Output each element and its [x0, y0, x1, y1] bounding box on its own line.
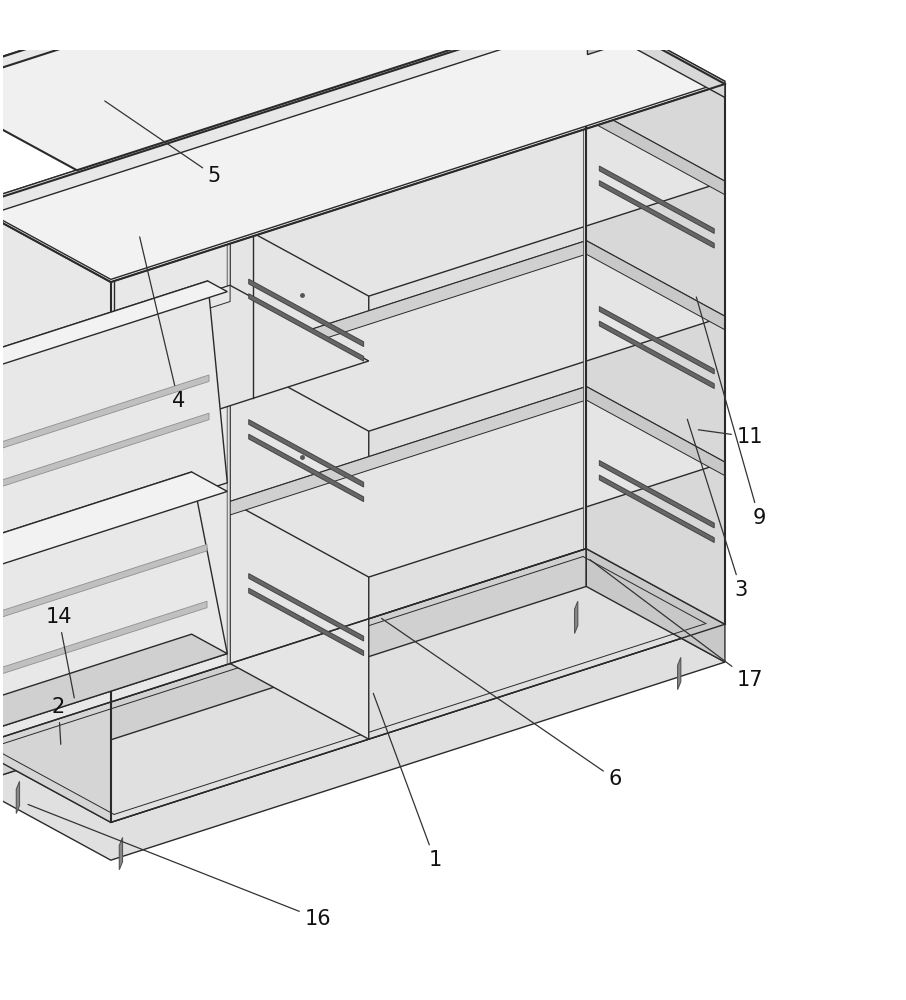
Polygon shape [583, 8, 586, 550]
Polygon shape [230, 123, 369, 739]
Polygon shape [0, 544, 207, 626]
Polygon shape [230, 106, 725, 296]
Polygon shape [600, 181, 714, 248]
Text: 13: 13 [0, 999, 1, 1000]
Polygon shape [0, 0, 744, 170]
Polygon shape [0, 281, 227, 374]
Polygon shape [111, 84, 725, 822]
Polygon shape [0, 123, 230, 747]
Polygon shape [0, 472, 227, 574]
Polygon shape [586, 106, 725, 195]
Text: 6: 6 [381, 618, 622, 789]
Polygon shape [227, 123, 230, 664]
Polygon shape [586, 387, 725, 476]
Polygon shape [249, 574, 363, 641]
Text: 21: 21 [0, 999, 1, 1000]
Polygon shape [249, 420, 363, 487]
Polygon shape [230, 387, 586, 515]
Text: 31: 31 [0, 999, 1, 1000]
Text: 1: 1 [373, 693, 441, 870]
Polygon shape [574, 601, 578, 633]
Polygon shape [120, 837, 122, 870]
Polygon shape [0, 6, 586, 220]
Text: 16: 16 [28, 804, 332, 929]
Polygon shape [0, 472, 227, 736]
Polygon shape [0, 0, 585, 95]
Polygon shape [0, 601, 207, 683]
Polygon shape [0, 634, 227, 736]
Polygon shape [587, 27, 627, 44]
Text: 9: 9 [697, 297, 766, 528]
Text: 11: 11 [699, 427, 764, 447]
Polygon shape [0, 6, 725, 279]
Polygon shape [587, 27, 607, 55]
Polygon shape [0, 206, 111, 822]
Polygon shape [0, 285, 230, 385]
Polygon shape [586, 241, 725, 330]
Polygon shape [16, 781, 20, 814]
Text: 17: 17 [590, 560, 764, 690]
Polygon shape [0, 281, 227, 565]
Polygon shape [600, 321, 714, 389]
Polygon shape [0, 375, 209, 457]
Polygon shape [230, 241, 725, 431]
Polygon shape [0, 549, 586, 785]
Polygon shape [586, 8, 725, 624]
Text: 4: 4 [140, 237, 185, 411]
Polygon shape [0, 549, 725, 822]
Polygon shape [249, 434, 363, 502]
Text: 2: 2 [52, 697, 65, 744]
Polygon shape [0, 8, 725, 282]
Polygon shape [249, 279, 363, 347]
Text: 3: 3 [688, 419, 747, 600]
Text: 12: 12 [0, 999, 1, 1000]
Polygon shape [600, 475, 714, 543]
Text: 5: 5 [105, 101, 221, 186]
Polygon shape [600, 166, 714, 233]
Polygon shape [586, 549, 725, 662]
Polygon shape [249, 588, 363, 656]
Polygon shape [0, 413, 209, 495]
Polygon shape [0, 586, 725, 860]
Polygon shape [0, 285, 369, 444]
Polygon shape [600, 307, 714, 374]
Polygon shape [230, 241, 586, 369]
Polygon shape [678, 657, 680, 690]
Polygon shape [586, 6, 725, 98]
Polygon shape [600, 460, 714, 528]
Polygon shape [230, 387, 725, 577]
Text: 14: 14 [45, 607, 74, 698]
Polygon shape [230, 106, 586, 234]
Polygon shape [249, 294, 363, 361]
